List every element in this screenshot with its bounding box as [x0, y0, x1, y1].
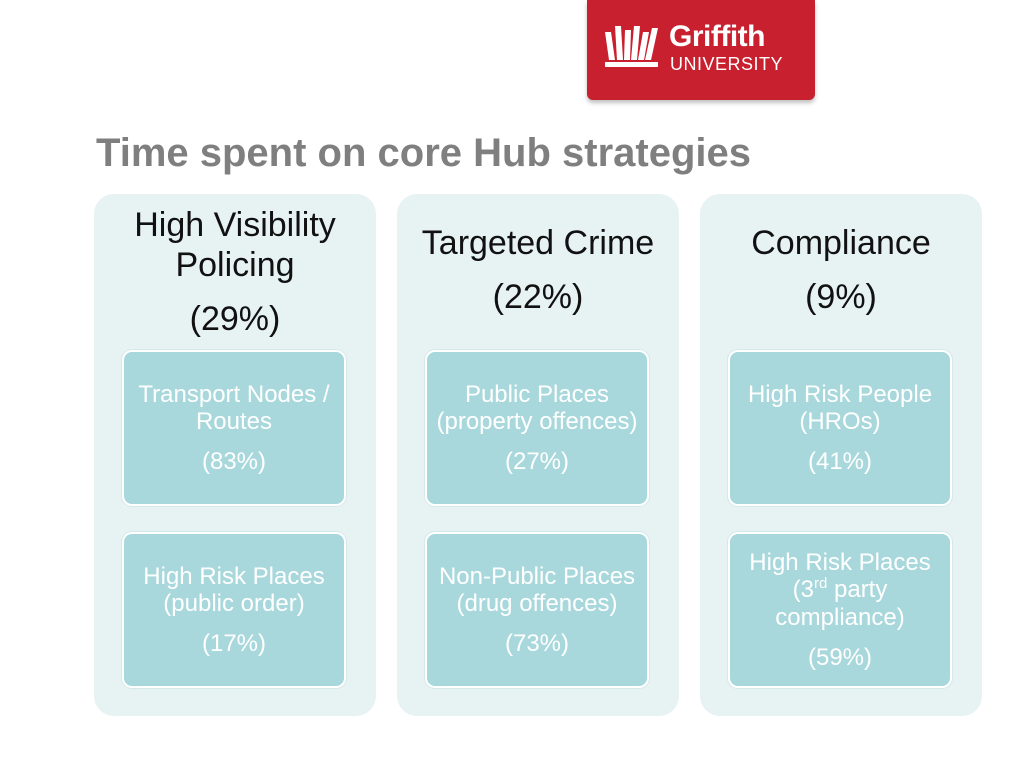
strategy-box-non-public-places: Non-Public Places (drug offences) (73%): [425, 532, 649, 688]
box-label-part: party compliance): [775, 576, 905, 631]
box-label: Non-Public Places (drug offences): [438, 562, 636, 618]
box-percent: (73%): [504, 629, 570, 657]
box-label-superscript: rd: [813, 575, 828, 593]
box-percent: (59%): [807, 643, 873, 671]
strategy-box-high-risk-people: High Risk People (HROs) (41%): [728, 350, 952, 506]
box-label: High Risk Places (3rd party compliance): [736, 549, 944, 632]
column-heading-percent: (29%): [189, 299, 281, 338]
column-heading-percent: (9%): [805, 277, 877, 316]
strategy-box-public-places: Public Places (property offences) (27%): [425, 350, 649, 506]
strategy-column-high-visibility-policing: High Visibility Policing (29%) Transport…: [94, 194, 376, 716]
strategy-column-targeted-crime: Targeted Crime (22%) Public Places (prop…: [397, 194, 679, 716]
column-heading-label: Compliance: [751, 224, 931, 262]
logo-subtitle: UNIVERSITY: [670, 54, 784, 74]
box-percent: (41%): [807, 447, 873, 475]
column-heading-percent: (22%): [492, 277, 584, 316]
box-label: Transport Nodes / Routes: [138, 380, 330, 436]
column-heading: Compliance (9%): [700, 224, 982, 318]
strategy-column-compliance: Compliance (9%) High Risk People (HROs) …: [700, 194, 982, 716]
strategy-box-high-risk-places-compliance: High Risk Places (3rd party compliance) …: [728, 532, 952, 688]
box-label-part: High Risk Places (3: [749, 548, 931, 604]
strategy-box-transport-nodes: Transport Nodes / Routes (83%): [122, 350, 346, 506]
box-percent: (27%): [504, 447, 570, 475]
box-label: Public Places (property offences): [436, 380, 638, 436]
page-title: Time spent on core Hub strategies: [96, 131, 751, 175]
box-percent: (17%): [201, 629, 267, 657]
griffith-emblem-icon: [605, 26, 658, 67]
griffith-university-logo: Griffith UNIVERSITY: [587, 0, 815, 100]
box-label: High Risk People (HROs): [747, 380, 933, 436]
box-label: High Risk Places (public order): [143, 562, 325, 618]
box-percent: (83%): [201, 447, 267, 475]
column-heading-label: High Visibility Policing: [134, 206, 336, 284]
strategy-box-high-risk-places-public-order: High Risk Places (public order) (17%): [122, 532, 346, 688]
column-heading: High Visibility Policing (29%): [94, 206, 376, 339]
column-heading-label: Targeted Crime: [421, 224, 655, 262]
logo-wordmark: Griffith: [669, 20, 765, 53]
column-heading: Targeted Crime (22%): [397, 224, 679, 318]
